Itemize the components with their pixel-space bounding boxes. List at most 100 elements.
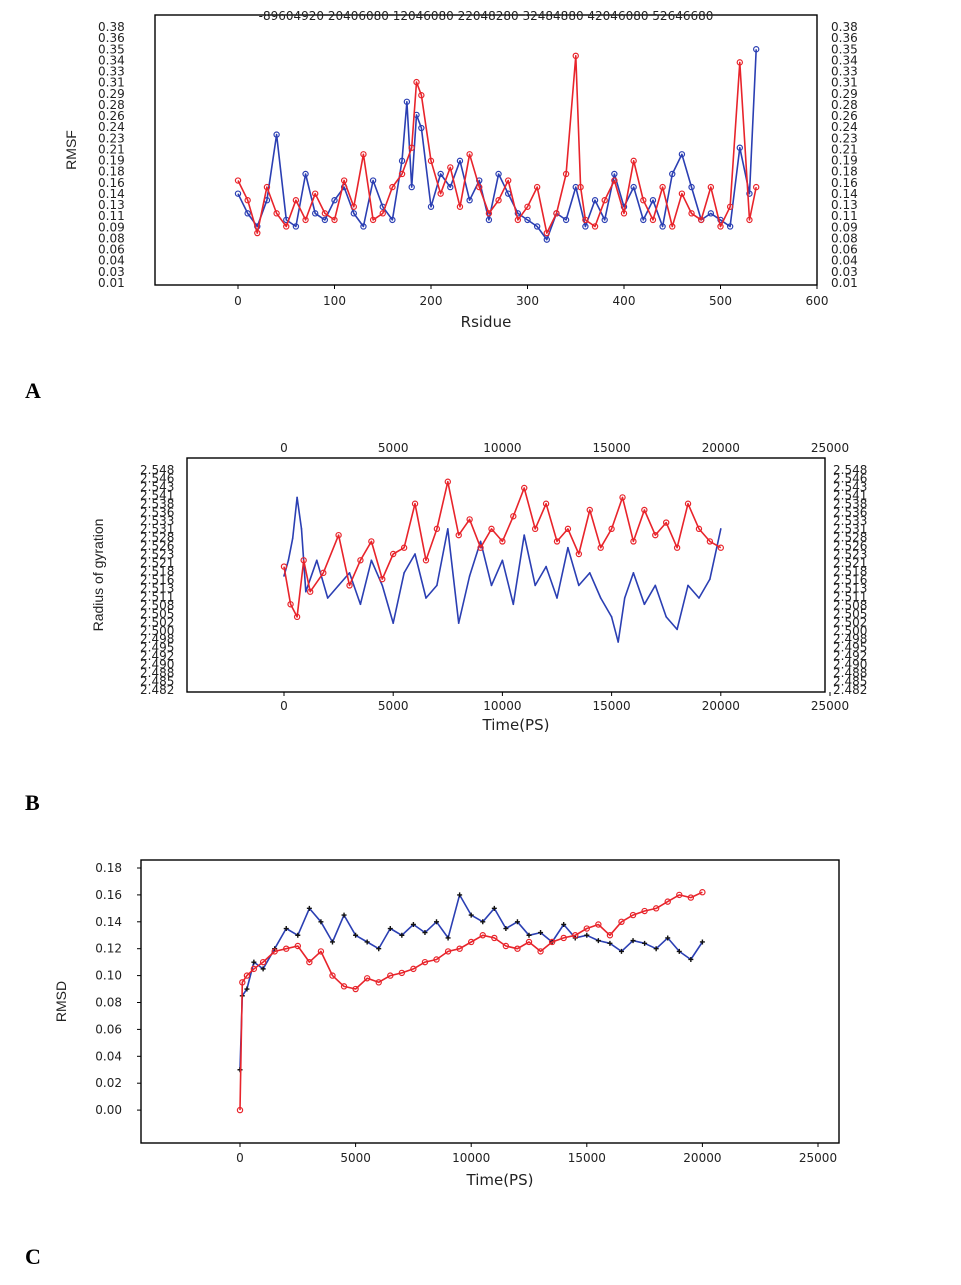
data-point [617, 641, 619, 643]
data-point [379, 210, 386, 217]
data-point [251, 959, 257, 965]
panel-label: A [25, 378, 41, 403]
y-tick-label-right: 0.24 [831, 120, 858, 134]
data-point [495, 170, 502, 178]
y-tick-label-right: 0.36 [831, 31, 858, 45]
y-tick-label-right: 2.482 [833, 683, 867, 697]
data-point [306, 905, 312, 911]
data-point [608, 525, 615, 533]
data-point [673, 544, 681, 551]
y-tick-label-right: 0.31 [831, 76, 858, 90]
y-tick-label-right: 2.495 [833, 641, 867, 655]
y-tick-label-right: 2.528 [833, 531, 867, 545]
data-point [296, 496, 298, 499]
y-tick-label-right: 0.34 [831, 53, 858, 67]
data-point [562, 216, 570, 224]
data-point [360, 151, 367, 158]
data-point [699, 889, 706, 896]
data-point [695, 525, 703, 533]
data-point [422, 930, 428, 936]
data-point [321, 216, 329, 224]
data-point [480, 919, 486, 925]
data-point [687, 894, 695, 901]
y-tick-label: 2.513 [140, 581, 174, 595]
data-point [664, 898, 671, 905]
y-tick-label: 0.28 [98, 98, 125, 112]
y-tick-label: 0.29 [98, 87, 125, 101]
data-point [340, 983, 348, 990]
data-point [601, 216, 608, 224]
data-point [649, 197, 657, 204]
data-point [364, 939, 370, 945]
data-point [357, 557, 364, 564]
data-point [306, 958, 313, 966]
data-point [466, 151, 473, 158]
data-point [746, 216, 753, 224]
data-point [687, 584, 689, 587]
y-tick-label: 0.36 [98, 31, 125, 45]
data-point [736, 59, 744, 66]
data-point [283, 945, 290, 952]
data-point [447, 528, 449, 530]
data-point [688, 956, 694, 962]
y-tick-label-right: 2.502 [833, 615, 867, 629]
data-point [400, 544, 408, 551]
y-tick-label: 0.11 [98, 209, 125, 223]
data-point [479, 932, 486, 939]
y-tick-label: 0.18 [98, 165, 125, 179]
y-tick-label-right: 0.01 [831, 276, 858, 290]
y-tick-label: 2.521 [140, 556, 174, 570]
y-tick-label: 2.548 [140, 463, 174, 477]
data-point [418, 92, 425, 99]
top-tick-labels: -89604920 20406080 12046080 22048280 324… [259, 9, 714, 23]
data-point [669, 223, 676, 230]
data-point [294, 942, 301, 950]
data-point [490, 584, 493, 587]
data-point [524, 203, 531, 210]
data-point [501, 559, 504, 562]
data-point [582, 216, 589, 224]
y-tick-label: 2.538 [140, 497, 174, 511]
data-point [699, 939, 705, 945]
data-point [312, 190, 319, 197]
data-point [250, 965, 258, 973]
data-point [533, 183, 541, 191]
x-tick-label: 0 [234, 294, 242, 308]
data-point [611, 177, 618, 184]
x-tick-label: 20000 [683, 1151, 721, 1165]
y-tick-label: 0.12 [95, 942, 122, 956]
data-point [543, 236, 551, 243]
y-tick-label-right: 2.536 [833, 505, 867, 519]
y-tick-label-right: 2.543 [833, 480, 867, 494]
data-point [370, 559, 373, 562]
data-point [283, 926, 289, 932]
data-point [663, 519, 670, 526]
data-point [591, 197, 599, 204]
data-point [326, 597, 329, 599]
data-point [447, 183, 454, 191]
data-point [403, 98, 411, 105]
y-tick-label: 0.31 [98, 76, 125, 90]
top-x-tick-label: 15000 [593, 441, 631, 455]
data-point [665, 935, 671, 941]
data-point [688, 210, 695, 217]
y-tick-label-right: 0.19 [831, 154, 858, 168]
data-point [698, 597, 700, 599]
data-point [669, 170, 676, 178]
data-point [411, 500, 419, 507]
y-tick-label-right: 2.546 [833, 471, 867, 485]
data-point [588, 572, 591, 574]
data-point [418, 124, 425, 132]
x-tick-label: 20000 [702, 699, 740, 713]
data-point [618, 918, 625, 926]
data-point [403, 572, 405, 574]
plot-frame [154, 14, 818, 286]
data-point [244, 210, 251, 217]
data-point [381, 584, 384, 587]
y-tick-label: 0.04 [98, 254, 125, 268]
data-point [665, 616, 667, 618]
data-point [676, 948, 682, 954]
y-tick-label: 0.24 [98, 120, 125, 134]
y-tick-label-right: 0.33 [831, 65, 858, 79]
data-point [717, 223, 724, 230]
